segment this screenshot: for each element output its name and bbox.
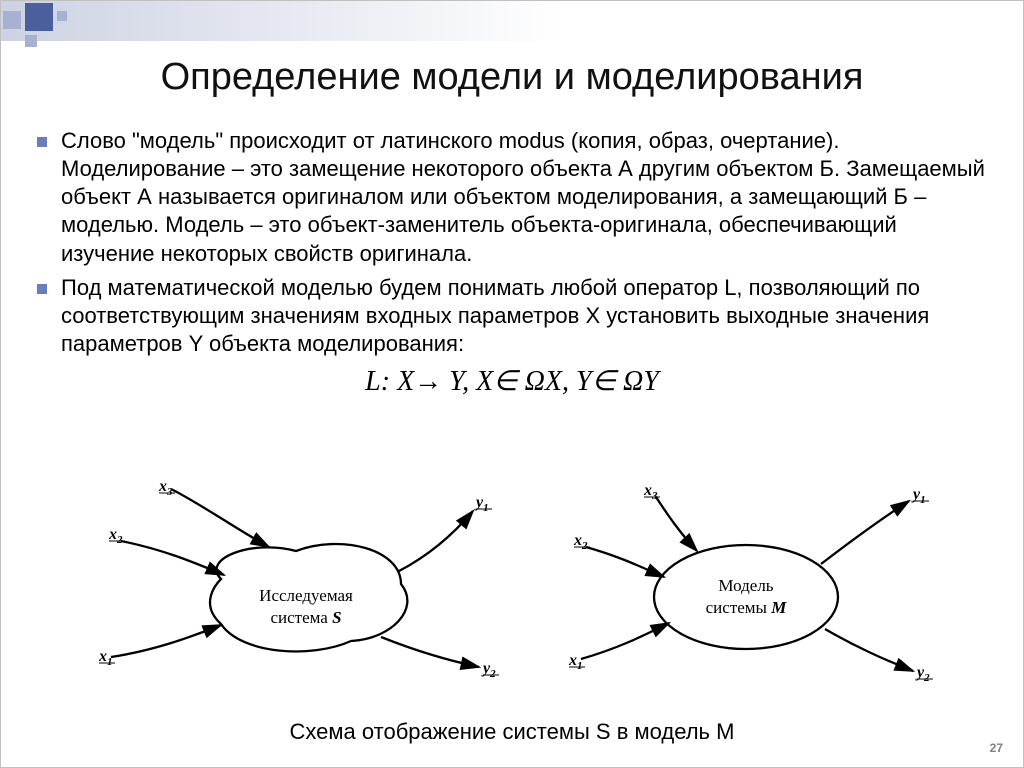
svg-text:система S: система S (270, 608, 341, 627)
bullet-1: Слово "модель" происходит от латинского … (31, 127, 993, 268)
svg-text:y1: y1 (474, 494, 489, 514)
svg-text:x2: x2 (108, 526, 123, 546)
bullet-2: Под математической моделью будем понимат… (31, 274, 993, 358)
svg-text:x1: x1 (568, 652, 583, 672)
slide-body: Слово "модель" происходит от латинского … (31, 127, 993, 398)
svg-text:y1: y1 (911, 486, 926, 506)
svg-text:x2: x2 (573, 532, 588, 552)
svg-text:y2: y2 (481, 660, 496, 680)
diagram-caption: Схема отображение системы S в модель M (1, 719, 1023, 745)
svg-text:y2: y2 (915, 664, 930, 684)
slide: Определение модели и моделирования Слово… (0, 0, 1024, 768)
svg-text:Модель: Модель (718, 576, 773, 595)
svg-text:x1: x1 (98, 648, 113, 668)
svg-text:x3: x3 (643, 482, 658, 502)
svg-text:системы M: системы M (706, 598, 788, 617)
svg-text:x3: x3 (158, 479, 173, 498)
formula: L: X→ Y, X∈ ΩX, Y∈ ΩY (31, 364, 993, 398)
header-gradient (1, 1, 1023, 41)
svg-text:Исследуемая: Исследуемая (259, 586, 353, 605)
page-number: 27 (990, 741, 1003, 755)
system-model-diagram: Исследуемая система S x3 x2 x1 y1 y2 Модель сист… (81, 479, 956, 694)
slide-title: Определение модели и моделирования (1, 56, 1023, 99)
